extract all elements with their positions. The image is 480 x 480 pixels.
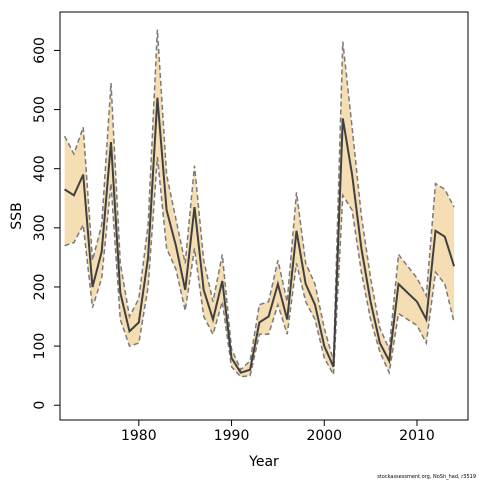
- ssb-estimate-line: [64, 97, 456, 374]
- x-axis: 1980 1990 2000 2010: [121, 420, 435, 444]
- lower-bound-line: [64, 156, 455, 378]
- plot-frame: [59, 11, 469, 421]
- y-axis-title: SSB: [9, 202, 25, 229]
- y-tick-label: 200: [32, 274, 48, 301]
- x-axis-title: Year: [248, 454, 279, 470]
- y-tick-label: 0: [32, 401, 48, 410]
- y-tick-label: 300: [32, 214, 48, 241]
- y-axis: 0 100 200 300 400 500 600: [32, 37, 60, 410]
- y-tick-label: 100: [32, 333, 48, 360]
- x-tick-label: 1980: [121, 428, 157, 444]
- series-line-layer: [63, 29, 456, 378]
- upper-bound-line: [63, 29, 455, 371]
- confidence-band: [64, 29, 455, 377]
- footer-credit: stockassessment.org, NoSh_had, r3519: [377, 474, 476, 480]
- y-tick-label: 400: [32, 155, 48, 182]
- confidence-band-layer: [64, 29, 455, 377]
- x-tick-label: 2000: [306, 428, 342, 444]
- x-tick-label: 2010: [399, 428, 435, 444]
- x-tick-label: 1990: [214, 428, 250, 444]
- y-tick-label: 600: [32, 37, 48, 64]
- y-tick-label: 500: [32, 96, 48, 123]
